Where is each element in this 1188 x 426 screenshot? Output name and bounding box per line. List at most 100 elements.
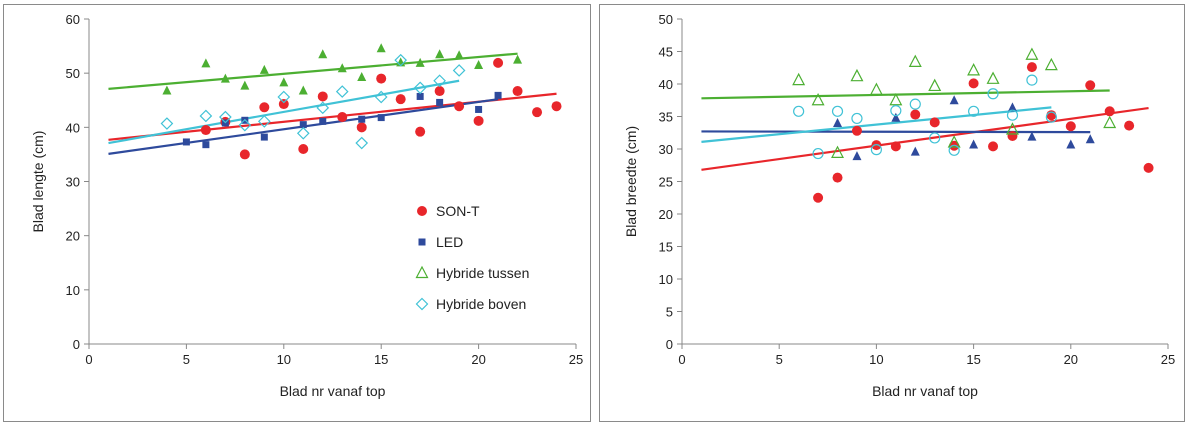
x-tick-label: 5	[776, 352, 783, 367]
data-point	[473, 115, 484, 126]
data-point	[199, 109, 213, 123]
data-point	[890, 141, 901, 152]
y-tick-label: 10	[659, 272, 673, 287]
chart-panel-width: 0 5 10 15 20 25 30 35 40 45 50 0 5 10 15 20 25 Blad nr va…	[599, 4, 1185, 422]
legend-marker	[418, 238, 426, 246]
data-point	[376, 73, 387, 84]
data-point	[987, 88, 999, 100]
x-tick-label: 0	[678, 352, 685, 367]
data-point	[201, 58, 211, 68]
data-point	[435, 49, 445, 59]
length-chart-svg: 0 10 20 30 40 50 60 0 5 10 15 20 25 Blad nr vanaf top…	[30, 12, 583, 399]
legend-label: SON-T	[436, 203, 480, 219]
data-point	[257, 115, 271, 128]
data-point	[850, 68, 864, 82]
data-point	[1104, 106, 1115, 117]
data-point	[376, 43, 386, 53]
series-2	[792, 47, 1117, 158]
x-tick-label: 10	[277, 352, 291, 367]
data-point	[512, 86, 523, 97]
trend-line-3	[108, 79, 460, 145]
data-point	[452, 64, 466, 77]
trend-line-2	[701, 89, 1110, 100]
data-point	[374, 90, 388, 104]
data-point	[969, 139, 979, 149]
x-axis-title: Blad nr vanaf top	[872, 383, 978, 399]
data-point	[200, 125, 211, 136]
data-point	[436, 98, 444, 106]
x-tick-label: 25	[569, 352, 583, 367]
data-point	[239, 149, 250, 160]
data-point	[1044, 57, 1058, 71]
series-2	[162, 43, 523, 95]
data-point	[415, 126, 426, 137]
data-point	[358, 115, 366, 123]
data-point	[279, 77, 289, 87]
data-point	[337, 112, 348, 123]
y-tick-label: 50	[659, 12, 673, 27]
data-point	[474, 60, 484, 70]
data-point	[413, 81, 427, 95]
data-point	[277, 90, 291, 104]
data-point	[377, 114, 385, 122]
trend-line-2	[108, 52, 518, 90]
data-point	[296, 126, 310, 140]
data-point	[357, 71, 367, 81]
legend-marker	[415, 297, 429, 311]
data-point	[831, 105, 844, 117]
data-point	[968, 105, 980, 117]
data-point	[238, 118, 252, 132]
y-tick-label: 15	[659, 240, 673, 255]
data-point	[433, 74, 446, 88]
data-point	[948, 144, 960, 156]
data-point	[1007, 131, 1018, 141]
series-0	[813, 62, 1154, 203]
data-point	[259, 64, 269, 74]
series-3	[793, 74, 1057, 160]
legend-label: LED	[436, 234, 463, 250]
data-point	[1065, 121, 1076, 132]
data-point	[513, 54, 523, 64]
data-point	[240, 80, 250, 90]
data-point	[1026, 74, 1038, 86]
data-point	[394, 53, 408, 67]
data-point	[318, 49, 328, 59]
data-point	[793, 105, 805, 117]
data-point	[298, 85, 308, 95]
data-point	[454, 50, 464, 60]
data-point	[929, 117, 940, 128]
y-tick-label: 40	[66, 120, 80, 135]
data-point	[1066, 139, 1076, 149]
y-tick-label: 35	[659, 110, 673, 125]
data-point	[182, 138, 190, 146]
x-tick-label: 20	[1064, 352, 1078, 367]
data-point	[928, 78, 942, 92]
data-point	[986, 71, 1000, 84]
data-point	[220, 73, 230, 83]
data-point	[792, 72, 806, 86]
x-tick-label: 25	[1161, 352, 1175, 367]
data-point	[890, 105, 902, 117]
trend-line-3	[701, 106, 1052, 143]
x-tick-label: 15	[374, 352, 388, 367]
data-point	[832, 172, 843, 183]
data-point	[1085, 80, 1096, 91]
data-point	[494, 91, 502, 99]
data-point	[434, 86, 445, 97]
width-chart-svg: 0 5 10 15 20 25 30 35 40 45 50 0 5 10 15 20 25 Blad nr va…	[623, 12, 1175, 399]
data-point	[278, 99, 289, 110]
data-point	[929, 132, 941, 144]
data-point	[395, 94, 406, 105]
y-tick-label: 0	[73, 337, 80, 352]
data-point	[298, 144, 309, 154]
x-tick-label: 10	[869, 352, 883, 367]
data-point	[1103, 115, 1117, 129]
y-tick-label: 20	[66, 229, 80, 244]
data-point	[1007, 102, 1017, 112]
data-point	[1045, 111, 1057, 123]
y-tick-label: 20	[659, 207, 673, 222]
data-point	[968, 78, 979, 89]
data-point	[910, 109, 921, 120]
data-point	[337, 63, 347, 73]
data-point	[454, 101, 465, 112]
